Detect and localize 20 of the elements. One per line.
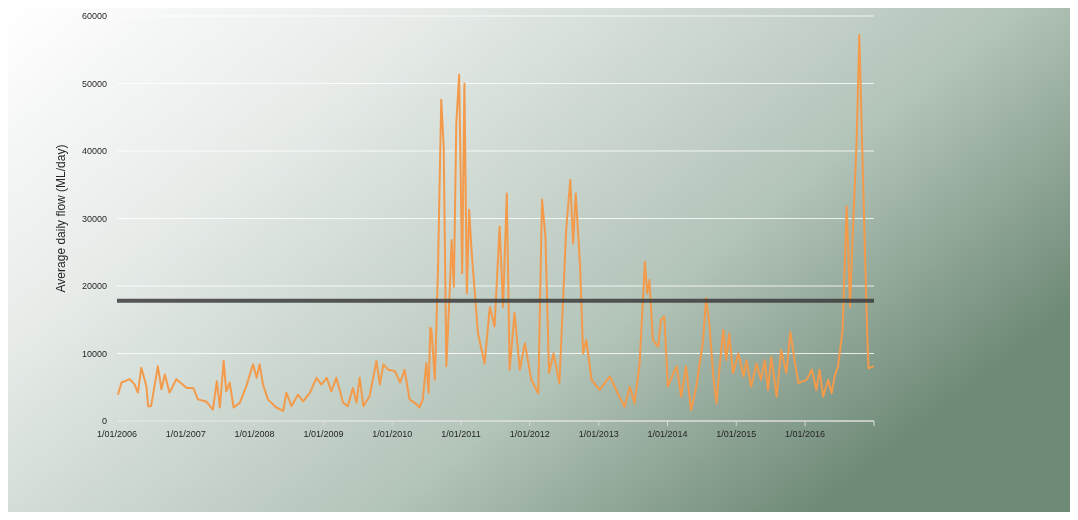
x-tick-label: 1/01/2009: [303, 429, 344, 439]
y-tick-label: 0: [101, 416, 107, 427]
line-series: [117, 33, 875, 412]
y-tick-label: 60000: [81, 11, 107, 22]
y-tick-label: 20000: [81, 281, 107, 292]
x-tick-label: 1/01/2012: [509, 429, 550, 439]
x-tick-label: 1/01/2011: [441, 429, 481, 439]
x-tick-label: 1/01/2014: [647, 429, 688, 439]
y-tick-label: 40000: [81, 146, 107, 157]
y-tick-label: 50000: [81, 78, 107, 89]
x-tick-label: 1/01/2013: [578, 429, 619, 439]
y-tick-label: 30000: [81, 213, 107, 224]
x-tick-label: 1/01/2016: [785, 429, 826, 439]
x-tick-label: 1/01/2007: [165, 429, 206, 439]
x-tick-label: 1/01/2006: [96, 429, 138, 439]
x-tick-label: 1/01/2008: [234, 429, 275, 439]
x-tick-label: 1/01/2015: [716, 429, 757, 439]
x-tick-label: 1/01/2010: [372, 429, 413, 439]
y-tick-label: 10000: [81, 348, 107, 359]
y-axis-title: Average daily flow (ML/day): [54, 144, 68, 293]
